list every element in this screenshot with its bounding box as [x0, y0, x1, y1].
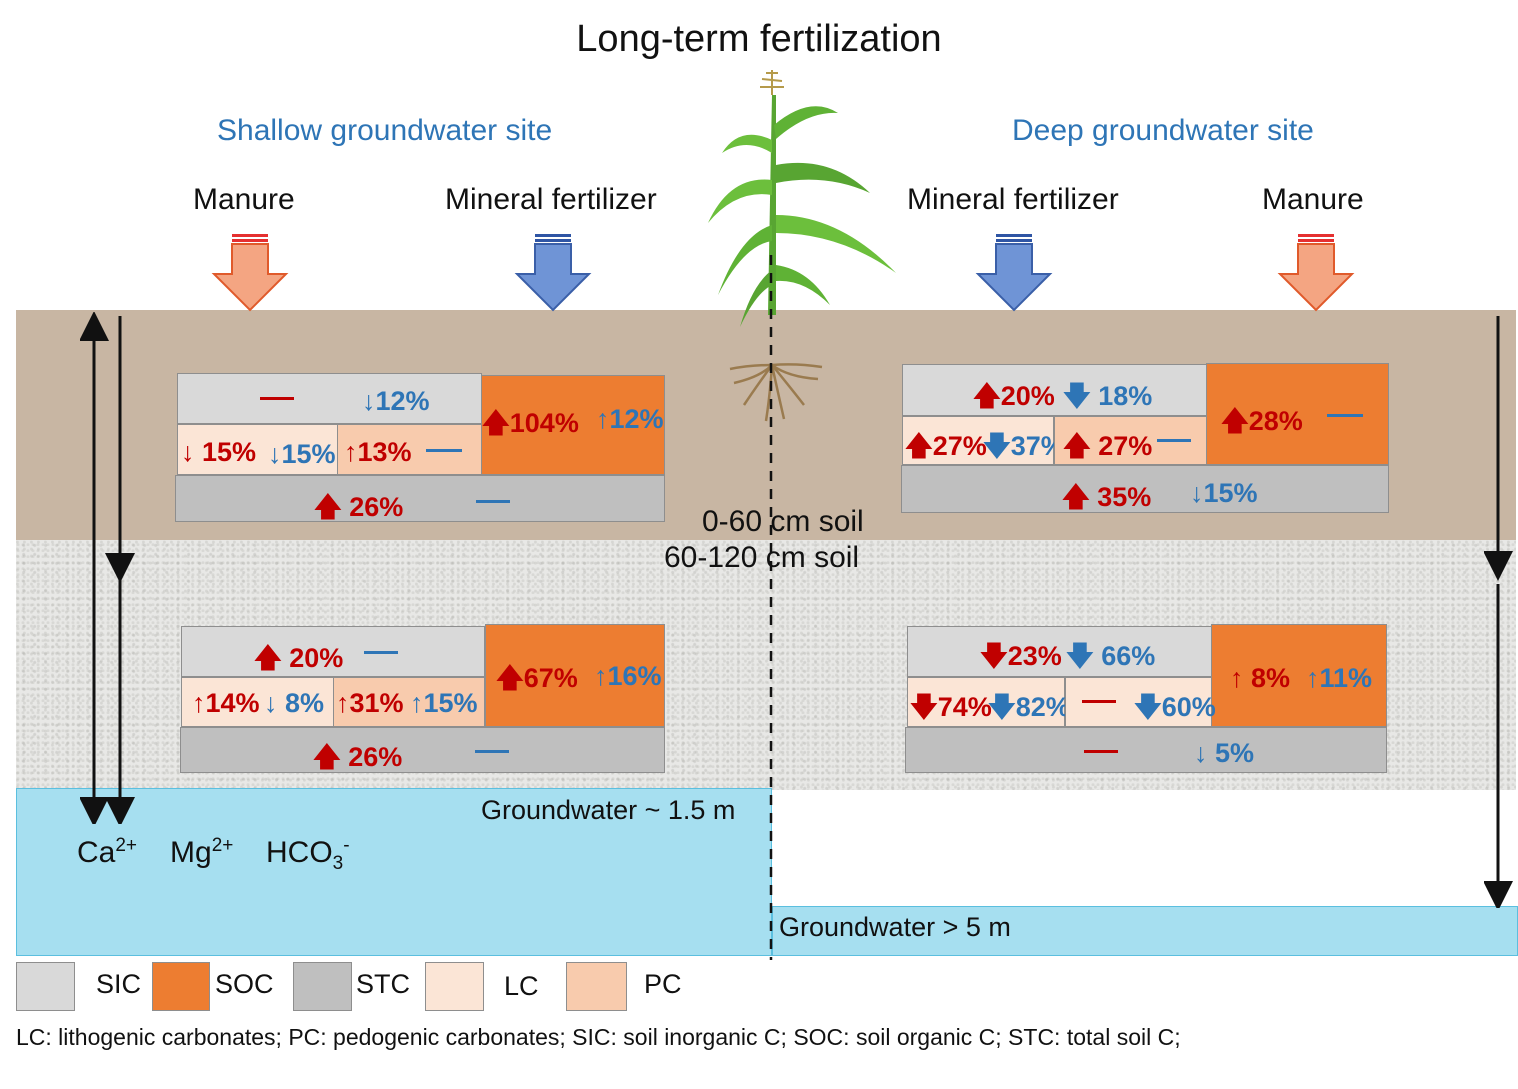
value-decrease: ↓12% [362, 386, 430, 416]
value-increase: ↑15% [410, 688, 478, 718]
ion-magnesium: Mg2+ [170, 835, 234, 869]
depth-label-bottom: 60-120 cm soil [664, 541, 860, 574]
shallow-site-label: Shallow groundwater site [217, 114, 553, 147]
value-decrease: 🡇74% [910, 692, 992, 722]
site-divider-dashed-line [769, 255, 773, 960]
shallow-top-pc-cell: ↑13% [337, 424, 482, 475]
value-increase: 🡅 27% [1063, 431, 1153, 461]
value-increase: ↑11% [1306, 663, 1373, 693]
shallow-groundwater-label: Groundwater ~ 1.5 m [481, 795, 736, 825]
value-increase: ↑12% [596, 404, 664, 434]
ion-flux-arrows-left [80, 312, 135, 824]
legend-pc-label: PC [644, 969, 682, 999]
value-decrease: 🡇 66% [1066, 641, 1156, 671]
shallow-top-soc-cell: 🡅104% ↑12% [481, 375, 665, 475]
shallow-top-sic-cell: ↓12% [177, 373, 482, 424]
value-decrease: ↓ 8% [264, 688, 325, 718]
no-change-mark [1082, 700, 1116, 703]
legend-soc-label: SOC [215, 969, 274, 999]
depth-label-top: 0-60 cm soil [702, 505, 864, 538]
deep-bottom-stc-cell: ↓ 5% [905, 727, 1387, 773]
value-increase: 🡅67% [496, 663, 578, 693]
value-decrease: ↓ 15% [181, 437, 257, 467]
mineral-label-right: Mineral fertilizer [907, 183, 1119, 216]
shallow-bottom-stc-cell: 🡅 26% [180, 727, 665, 773]
value-decrease: 🡇82% [988, 692, 1070, 722]
value-decrease: 🡇60% [1134, 692, 1216, 722]
legend-stc-swatch [293, 962, 352, 1011]
deep-bottom-sic-cell: 🡇23% 🡇 66% [907, 626, 1212, 677]
value-decrease: 🡇 18% [1063, 381, 1153, 411]
shallow-top-lc-cell: ↓ 15% ↓15% [177, 424, 338, 475]
mineral-arrow-icon-right [975, 234, 1053, 312]
mineral-arrow-icon-left [514, 234, 592, 312]
value-increase: ↑ 8% [1230, 663, 1291, 693]
ion-calcium: Ca2+ [77, 835, 138, 869]
value-increase: 🡅20% [973, 381, 1055, 411]
legend-stc-label: STC [356, 969, 410, 999]
manure-arrow-icon-left [211, 234, 289, 312]
maize-plant-icon [708, 70, 896, 422]
manure-label-right: Manure [1262, 183, 1364, 216]
value-increase: ↑13% [344, 437, 412, 467]
no-change-mark [476, 500, 510, 503]
no-change-mark [475, 750, 509, 753]
legend-pc-swatch [566, 962, 627, 1011]
value-decrease: ↓15% [268, 439, 336, 469]
legend-soc-swatch [152, 962, 210, 1011]
deep-top-pc-cell: 🡅 27% [1054, 416, 1207, 465]
no-change-mark [1327, 414, 1363, 417]
deep-top-soc-cell: 🡅28% [1206, 363, 1389, 465]
legend-lc-label: LC [504, 971, 539, 1001]
value-increase: 🡅 26% [314, 492, 404, 522]
deep-site-label: Deep groundwater site [1012, 114, 1314, 147]
deep-bottom-lc-cell: 🡇74% 🡇82% [907, 677, 1070, 727]
value-decrease: ↓15% [1190, 478, 1258, 508]
deep-bottom-pc-cell: 🡇60% [1065, 677, 1216, 727]
mineral-label-left: Mineral fertilizer [445, 183, 657, 216]
deep-top-lc-cell: 🡅27% 🡇37% [902, 416, 1065, 465]
value-increase: ↑31% [336, 688, 404, 718]
value-increase: 🡅104% [482, 408, 579, 438]
manure-label-left: Manure [193, 183, 295, 216]
ion-bicarbonate: HCO3- [266, 835, 350, 874]
shallow-bottom-pc-cell: ↑31% ↑15% [333, 677, 485, 727]
value-increase: 🡅27% [905, 431, 987, 461]
manure-arrow-icon-right [1277, 234, 1355, 312]
abbreviation-note: LC: lithogenic carbonates; PC: pedogenic… [16, 1024, 1181, 1050]
no-change-mark [260, 397, 294, 400]
leaching-arrows-right [1484, 316, 1513, 908]
value-increase: 🡅28% [1221, 406, 1303, 436]
no-change-mark [1157, 439, 1191, 442]
value-increase: ↑14% [192, 688, 260, 718]
value-increase: 🡅 26% [313, 742, 403, 772]
value-increase: 🡅 35% [1062, 482, 1152, 512]
value-increase: ↑16% [594, 661, 662, 691]
diagram-title: Long-term fertilization [576, 18, 942, 60]
no-change-mark [364, 651, 398, 654]
legend-sic-label: SIC [96, 969, 142, 999]
no-change-mark [1084, 750, 1118, 753]
shallow-top-stc-cell: 🡅 26% [175, 475, 665, 522]
value-decrease: 🡇23% [980, 641, 1062, 671]
deep-top-sic-cell: 🡅20% 🡇 18% [902, 364, 1207, 416]
deep-bottom-soc-cell: ↑ 8% ↑11% [1211, 624, 1387, 727]
deep-top-stc-cell: 🡅 35% ↓15% [901, 465, 1389, 513]
shallow-bottom-sic-cell: 🡅 20% [181, 626, 485, 677]
legend-sic-swatch [16, 962, 75, 1011]
no-change-mark [426, 449, 462, 452]
deep-groundwater-label: Groundwater > 5 m [779, 912, 1011, 942]
legend-lc-swatch [425, 962, 484, 1011]
value-decrease: ↓ 5% [1194, 738, 1255, 768]
value-increase: 🡅 20% [254, 643, 344, 673]
shallow-bottom-soc-cell: 🡅67% ↑16% [485, 624, 665, 727]
deep-groundwater [772, 906, 1518, 956]
shallow-bottom-lc-cell: ↑14% ↓ 8% [181, 677, 334, 727]
